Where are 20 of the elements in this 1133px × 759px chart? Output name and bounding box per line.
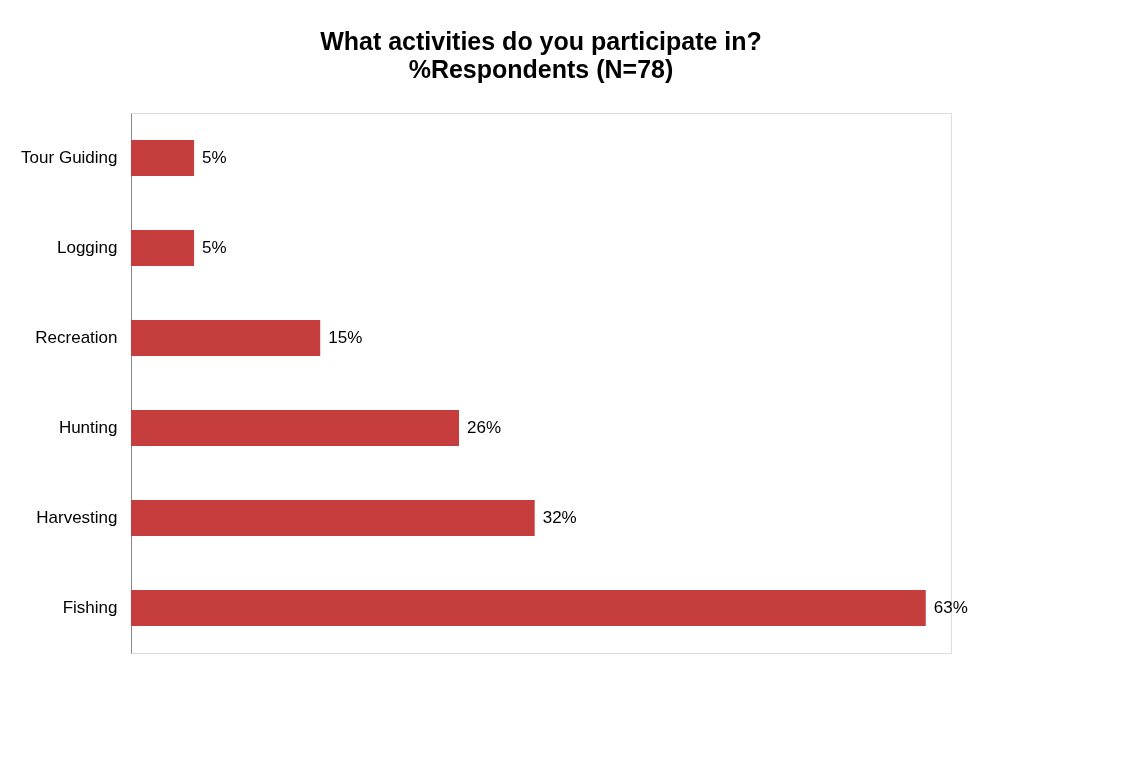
bar (131, 590, 926, 626)
bar (131, 500, 535, 536)
data-label: 15% (328, 328, 363, 347)
bar (131, 140, 195, 176)
y-tick-label: Recreation (35, 328, 118, 347)
bar (131, 410, 459, 446)
y-tick-label: Fishing (62, 598, 118, 617)
chart-title: What activities do you participate in? (320, 27, 762, 55)
y-tick-label: Tour Guiding (21, 148, 118, 167)
y-tick-label: Logging (56, 238, 118, 257)
bar (131, 230, 195, 266)
y-tick-label: Harvesting (36, 508, 118, 527)
data-label: 5% (202, 238, 227, 257)
chart-subtitle: %Respondents (N=78) (408, 55, 674, 83)
data-label: 26% (467, 418, 502, 437)
data-label: 5% (202, 148, 227, 167)
data-label: 32% (542, 508, 577, 527)
y-tick-label: Hunting (58, 418, 118, 437)
bar (131, 320, 321, 356)
data-label: 63% (933, 598, 968, 617)
